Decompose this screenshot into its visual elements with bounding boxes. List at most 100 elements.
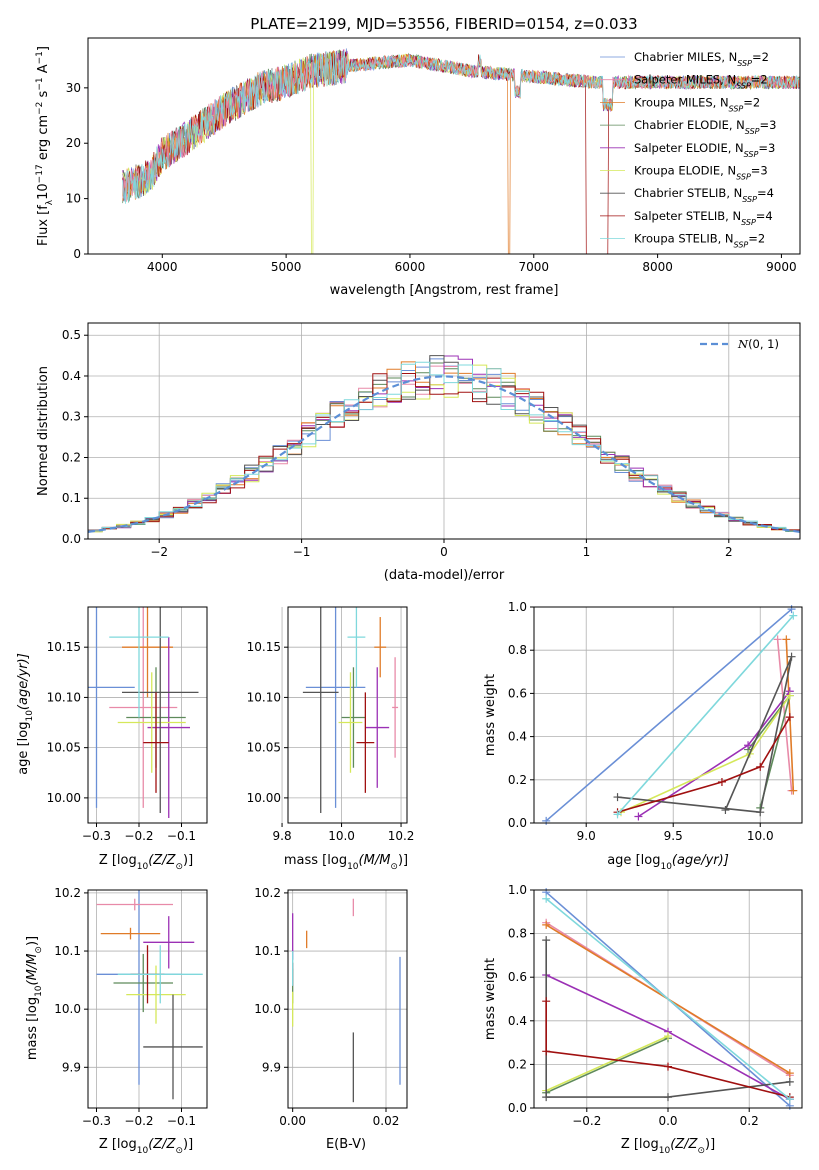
x-tick-label: −0.2 [572, 1114, 601, 1128]
weight-marker [787, 605, 796, 614]
y-tick-label: 0.8 [508, 643, 527, 657]
y-tick-label: 10.1 [254, 944, 281, 958]
x-tick-label: 0.02 [373, 1114, 400, 1128]
residual-histogram [88, 361, 800, 532]
y-tick-label: 10.00 [47, 791, 81, 805]
p-massE-errorbars [292, 898, 401, 1103]
y-tick-label: 0.3 [62, 410, 81, 424]
x-tick-label: 9.5 [664, 829, 683, 843]
spectrum-series-line [122, 50, 800, 204]
gaussian-curve [87, 375, 801, 533]
x-tick-label: 9.0 [577, 829, 596, 843]
y-tick-label: 10.0 [54, 1002, 81, 1016]
y-tick-label: 0.4 [508, 1014, 527, 1028]
y-tick-label: 10.00 [247, 791, 281, 805]
x-tick-label: 0 [440, 545, 448, 559]
weight-series-line [617, 716, 791, 813]
ageM-xlabel: mass [log10(M/M⊙)] [284, 853, 408, 872]
wAge-xlabel: age [log10(age/yr)] [607, 853, 729, 872]
weight-marker [542, 816, 551, 825]
weight-marker [613, 810, 622, 819]
legend-entry: Kroupa MILES, NSSP=2 [634, 95, 760, 113]
weight-vs-metallicity-panel: Z [log10(Z/Z⊙)] mass weight −0.2 0.0 0.2 0.… [483, 883, 803, 1156]
mass-vs-metallicity-panel: Z [log10(Z/Z⊙)] mass [log10(M/M⊙)] −0.3−… [25, 886, 208, 1156]
residuals-xlabel: (data-model)/error [384, 568, 505, 583]
y-tick-label: 0.0 [62, 532, 81, 546]
y-tick-label: 1.0 [508, 883, 527, 897]
spectrum-title: PLATE=2199, MJD=53556, FIBERID=0154, z=0… [250, 15, 637, 33]
age-vs-metallicity-panel: Z [log10(Z/Z⊙)] age [log10(age/yr)] −0.3… [16, 606, 208, 872]
p-wZ-frame [533, 889, 803, 1109]
p-massZ-data [96, 890, 203, 1100]
weight-marker [744, 741, 753, 750]
spectrum-lines [122, 48, 800, 254]
p-residuals-frame [87, 322, 801, 540]
weight-marker [542, 1047, 551, 1056]
ageZ-xlabel: Z [log10(Z/Z⊙)] [99, 853, 193, 872]
legend-entry: Kroupa STELIB, NSSP=2 [634, 232, 765, 250]
y-tick-label: 10.15 [247, 640, 281, 654]
legend-entry: Chabrier STELIB, NSSP=4 [634, 186, 774, 204]
x-tick-label: −0.2 [124, 829, 153, 843]
legend-entry: N(0, 1) [737, 337, 779, 351]
p-wAge-frame [533, 606, 803, 824]
ageZ-ylabel: age [log10(age/yr)] [16, 653, 35, 775]
x-tick-label: −0.1 [167, 1114, 196, 1128]
y-tick-label: 9.9 [62, 1060, 81, 1074]
legend-entry: Salpeter MILES, NSSP=2 [634, 73, 768, 91]
weight-marker [664, 1062, 672, 1071]
y-tick-label: 0 [73, 247, 81, 261]
weight-marker [787, 652, 796, 661]
spectrum-ylabel: Flux [fλ10−17 erg cm−2 s−1 A−1] [35, 46, 55, 246]
weight-marker [634, 812, 643, 821]
weight-series-line [545, 1035, 669, 1092]
y-tick-label: 0.5 [62, 328, 81, 342]
y-tick-label: 10.0 [254, 1002, 281, 1016]
weight-marker [773, 635, 782, 644]
wZ-xlabel: Z [log10(Z/Z⊙)] [621, 1137, 715, 1156]
weight-marker [789, 786, 798, 795]
y-tick-label: 0.0 [508, 1101, 527, 1115]
x-tick-label: 10.0 [328, 829, 355, 843]
residual-legend: N(0, 1) [700, 337, 779, 351]
x-tick-label: 9000 [766, 260, 797, 274]
wAge-ylabel: mass weight [483, 674, 498, 756]
residual-histogram [88, 355, 800, 533]
residual-histogram-panel: (data-model)/error Normed distribution −… [36, 322, 801, 583]
x-tick-label: −0.3 [82, 829, 111, 843]
weight-marker [785, 1095, 794, 1104]
p-ageZ-frame [87, 606, 208, 824]
p-massE-frame [287, 889, 408, 1109]
weight-marker [785, 713, 794, 722]
y-tick-label: 10.15 [47, 640, 81, 654]
weight-series-line [617, 656, 793, 814]
p-massZ-frame [87, 889, 208, 1109]
legend-entry: Salpeter ELODIE, NSSP=3 [634, 141, 775, 159]
weight-marker [785, 1077, 794, 1086]
weight-series-line [545, 898, 791, 1100]
weight-marker [542, 920, 551, 929]
x-tick-label: −1 [293, 545, 311, 559]
y-tick-label: 0.4 [62, 369, 81, 383]
weight-marker [664, 1093, 672, 1102]
x-tick-label: 1 [583, 545, 591, 559]
y-tick-label: 10.05 [247, 741, 281, 755]
p-wZ-data [542, 888, 794, 1110]
weight-series-line [545, 1037, 669, 1094]
spectrum-legend: Chabrier MILES, NSSP=2 Salpeter MILES, NS… [600, 50, 776, 249]
y-tick-label: 10.05 [47, 741, 81, 755]
p-massZ-errorbars [96, 890, 203, 1100]
weight-marker [756, 762, 765, 771]
p-spectrum-frame [87, 37, 801, 255]
y-tick-label: 0.8 [508, 927, 527, 941]
massZ-ylabel: mass [log10(M/M⊙)] [25, 936, 44, 1060]
p-massE-data [292, 898, 401, 1103]
legend-entry: Kroupa ELODIE, NSSP=3 [634, 164, 768, 182]
massE-xlabel: E(B-V) [326, 1137, 366, 1152]
weight-vs-age-panel: age [log10(age/yr)] mass weight 9.0 9.5 10… [483, 600, 803, 872]
wZ-ylabel: mass weight [483, 958, 498, 1040]
y-tick-label: 10.2 [54, 886, 81, 900]
residual-histogram [88, 364, 800, 533]
y-tick-label: 9.9 [262, 1060, 281, 1074]
